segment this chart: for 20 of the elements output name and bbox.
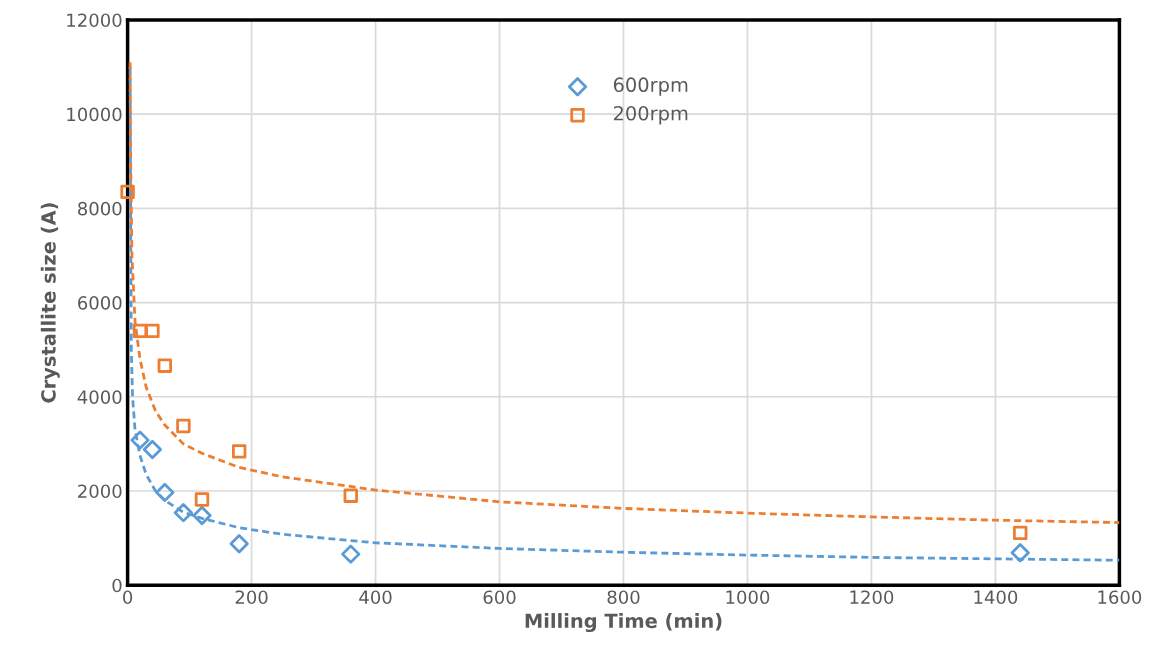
legend-label: 200rpm: [613, 105, 688, 125]
x-tick-label: 200: [235, 590, 268, 605]
y-axis-title: Crystallite size (A): [40, 203, 60, 403]
legend-label: 600rpm: [613, 77, 688, 96]
x-tick-label: 1600: [1098, 590, 1142, 605]
x-tick-label: 800: [607, 590, 640, 605]
x-tick-label: 1200: [850, 590, 894, 605]
x-tick-label: 1000: [726, 590, 770, 605]
y-tick-label: 2000: [78, 484, 122, 499]
y-tick-label: 12000: [67, 13, 122, 28]
y-tick-label: 10000: [67, 107, 122, 122]
x-tick-label: 600: [483, 590, 516, 605]
y-tick-label: 4000: [77, 390, 122, 404]
x-tick-label: 1400: [974, 590, 1018, 605]
y-tick-label: 0: [112, 578, 122, 593]
y-tick-label: 6000: [78, 296, 122, 310]
x-tick-label: 400: [359, 590, 392, 605]
y-tick-label: 8000: [78, 201, 122, 216]
x-tick-label: 0: [123, 590, 133, 605]
x-axis-title: Milling Time (min): [525, 613, 722, 633]
